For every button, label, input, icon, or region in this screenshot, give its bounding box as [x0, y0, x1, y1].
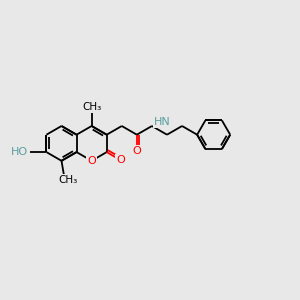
Text: HO: HO [11, 147, 28, 157]
Text: O: O [116, 155, 124, 165]
Text: O: O [133, 146, 141, 156]
Text: CH₃: CH₃ [82, 102, 101, 112]
Text: HN: HN [153, 117, 170, 128]
Text: CH₃: CH₃ [58, 175, 77, 185]
Text: O: O [87, 156, 96, 166]
